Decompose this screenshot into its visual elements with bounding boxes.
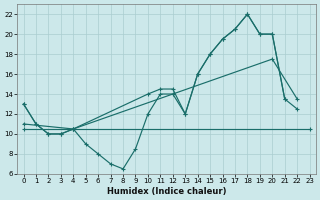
X-axis label: Humidex (Indice chaleur): Humidex (Indice chaleur) xyxy=(107,187,226,196)
